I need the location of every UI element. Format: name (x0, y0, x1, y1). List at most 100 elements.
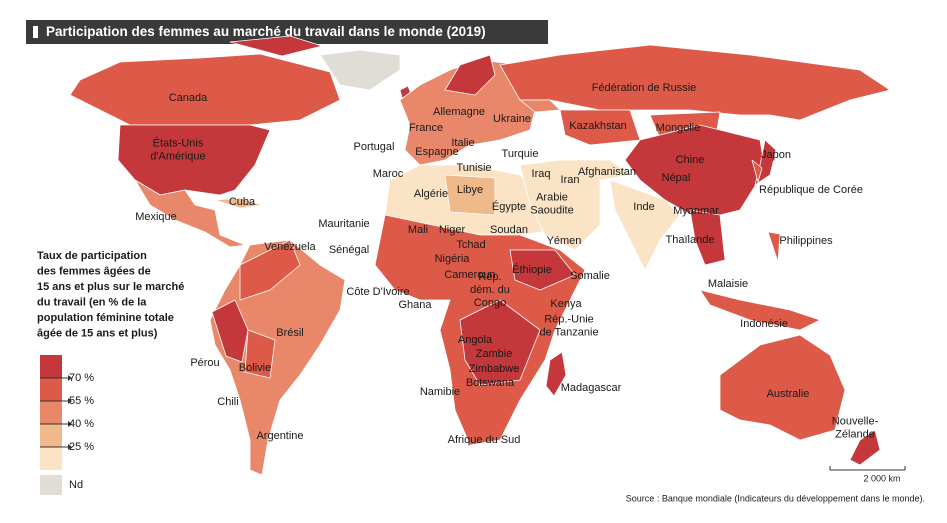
country-label: Kazakhstan (569, 120, 626, 132)
arctic-islands (229, 35, 323, 57)
country-label: Soudan (490, 224, 528, 236)
country-label-line: Nouvelle- (832, 415, 879, 427)
world-shapes (69, 35, 891, 476)
country-label: Ghana (398, 299, 432, 311)
country-label: Yémen (547, 235, 582, 247)
legend-title: âgée de 15 ans et plus) (37, 327, 158, 339)
country-label: Somalie (570, 270, 610, 282)
country-label: Botswana (466, 377, 515, 389)
country-label: Ukraine (493, 113, 531, 125)
country-label: Cameroun (444, 269, 495, 281)
legend-threshold: 70 % (69, 372, 94, 384)
country-label: Mali (408, 224, 428, 236)
title: Participation des femmes au marché du tr… (46, 24, 486, 39)
country-label: Chili (217, 396, 238, 408)
legend-title: des femmes âgées de (37, 265, 151, 277)
country-label: États-Unis d'Amérique (150, 136, 205, 162)
country-label: Inde (633, 201, 654, 213)
venezuela-colombia (239, 239, 301, 301)
legend-arrowhead (68, 444, 72, 450)
legend-title: 15 ans et plus sur le marché (37, 281, 184, 293)
legend-nd: Nd (69, 479, 83, 491)
country-label: Tchad (456, 239, 485, 251)
country-label: Niger (439, 224, 466, 236)
country-label: Mexique (135, 211, 177, 223)
country-label: Nouvelle-Zélande (832, 415, 879, 440)
country-label: Thaïlande (666, 234, 715, 246)
title-marker (33, 26, 38, 38)
greenland (319, 49, 401, 91)
country-label: Zimbabwe (469, 363, 520, 375)
libya (444, 174, 496, 216)
indonesia (699, 289, 821, 331)
country-label: Mauritanie (318, 218, 369, 230)
country-label: France (409, 122, 443, 134)
canada (69, 53, 341, 126)
country-label: Bolivie (239, 362, 271, 374)
country-label: Madagascar (561, 382, 622, 394)
country-label-line: États-Unis (153, 136, 204, 149)
legend-threshold: 25 % (69, 441, 94, 453)
country-label: Côte D'Ivoire (346, 286, 409, 298)
country-label: Cuba (229, 196, 256, 208)
europe (399, 59, 541, 166)
mexico (134, 179, 246, 248)
country-label: Libye (457, 184, 483, 196)
country-label: Argentine (256, 430, 303, 442)
country-label-line: Zélande (835, 428, 875, 440)
central-south-africa (459, 299, 541, 386)
country-label-line: Congo (474, 297, 506, 309)
source: Source : Banque mondiale (Indicateurs du… (626, 493, 925, 503)
southeast-asia (689, 209, 726, 266)
ethiopia (509, 249, 576, 291)
country-label: Iraq (532, 168, 551, 180)
country-label: Australie (767, 388, 810, 400)
country-label: Chine (676, 154, 705, 166)
scandinavia (444, 54, 496, 96)
legend-arrowhead (68, 375, 72, 381)
country-label: Canada (169, 92, 208, 104)
legend-swatch (40, 401, 62, 424)
country-label: Indonésie (740, 318, 788, 330)
country-label-line: dém. du (470, 284, 510, 296)
country-label: Mongolie (656, 122, 701, 134)
country-label: Afghanistan (578, 166, 636, 178)
country-label: Afrique du Sud (448, 434, 521, 446)
philippines (767, 231, 781, 263)
country-label: Espagne (415, 146, 458, 158)
country-label: Égypte (492, 200, 526, 213)
legend-threshold: 40 % (69, 418, 94, 430)
country-label-line: Saoudite (530, 204, 573, 216)
country-label: Népal (662, 172, 691, 184)
country-label: Portugal (354, 141, 395, 153)
usa (117, 124, 271, 196)
country-label: Myanmar (673, 205, 719, 217)
country-label: Malaisie (708, 278, 748, 290)
country-label: Sénégal (329, 244, 369, 256)
country-label: Japon (761, 149, 791, 161)
country-label: Rép. dém. du Congo (470, 271, 510, 309)
country-label: Pérou (190, 357, 219, 369)
country-label-line: Rép.-Unie (544, 313, 594, 325)
country-label: Iran (561, 174, 580, 186)
legend-threshold: 55 % (69, 395, 94, 407)
legend-title: du travail (en % de la (37, 296, 147, 308)
country-label: Brésil (276, 327, 304, 339)
legend-swatch-nd (40, 475, 62, 495)
legend-swatch (40, 378, 62, 401)
bolivia (244, 329, 276, 379)
legend-title: population féminine totale (37, 312, 174, 324)
country-label: Philippines (779, 235, 833, 247)
legend: Taux de participation des femmes âgées de… (37, 250, 184, 495)
country-label: Italie (451, 137, 474, 149)
caribbean (214, 197, 263, 209)
country-label: Angola (458, 334, 493, 346)
country-label: Zambie (476, 348, 513, 360)
russia (499, 44, 891, 121)
country-label: Venezuela (264, 241, 316, 253)
country-label: Maroc (373, 168, 404, 180)
middle-east (519, 159, 631, 251)
australia (719, 334, 846, 441)
country-label: Rép.-Unie de Tanzanie (539, 313, 598, 338)
